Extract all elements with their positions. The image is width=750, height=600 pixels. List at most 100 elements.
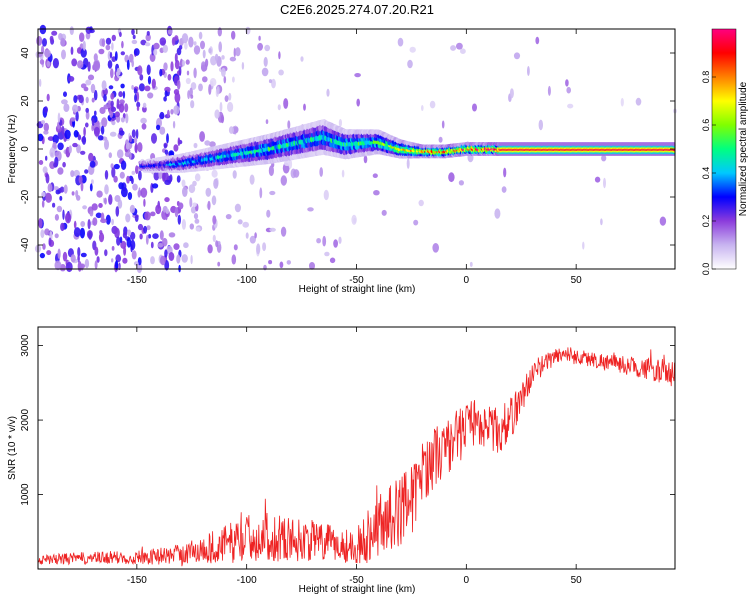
spectrogram-cell [150,211,156,217]
spectrogram-cell [266,209,271,218]
spectrogram-cell [137,223,144,231]
spectrogram-cell [60,222,65,232]
spectrogram-cell [62,251,68,262]
spectrogram-cell [134,142,138,154]
snr-x-label: Height of straight line (km) [299,584,416,595]
figure-title: C2E6.2025.274.07.20.R21 [280,2,434,17]
spectrogram-x-label: Height of straight line (km) [299,284,416,295]
spectrogram-cell [150,241,154,249]
spectrogram-cell [65,261,73,273]
spectrogram-cell [53,162,58,168]
spectrogram-cell [152,183,159,189]
spectrogram-cell [61,99,68,105]
spectrogram-cell [116,236,121,246]
spectrogram-cell [111,218,114,226]
spectrogram-cell [167,29,173,35]
spectrogram-cell [300,56,304,62]
spectrogram-cell [208,48,212,54]
spectrogram-cell [90,83,96,94]
spectrogram-cell [73,169,80,178]
spectrogram-cell [104,184,109,195]
spectrogram-cell [65,212,72,224]
spectrogram-cell [46,60,51,68]
spectrogram-cell [188,184,196,194]
spectrogram-cell [84,169,89,174]
spectrogram-cell [341,169,345,178]
spectrogram-cell [329,257,336,264]
spectrogram-cell [133,88,138,94]
spectrogram-cell [159,68,163,77]
spectrogram-cell [458,180,464,186]
spectrogram-cell [109,131,117,137]
spectrogram-cell [82,205,87,210]
spectrogram-cell [89,160,96,168]
spectrogram-cell [125,113,129,124]
spectrogram-cell [38,160,44,165]
spectrogram-cell [131,59,134,68]
spectrogram-cell [139,233,143,240]
spectrogram-cell [163,96,167,102]
spectrogram-cell [232,170,237,179]
spectrogram-cell [80,83,87,89]
spectrogram-cell [91,203,98,211]
spectrogram-cell [233,244,238,251]
spectrogram-cell [620,97,624,107]
spectrogram-cell [535,36,540,45]
spectrogram-cell [94,260,98,270]
spectrogram-cell [63,103,70,112]
spectrogram-cell [228,92,232,101]
spectrogram-cell [108,85,114,90]
spectrogram-cell [209,141,216,148]
spectrogram-cell [193,45,201,55]
spectrogram-cell [45,173,50,184]
spectrogram-cell [163,143,168,149]
spectrogram-cell [469,261,473,267]
spectrogram-cell [119,171,125,179]
spectrogram-cell [91,97,95,103]
spectrogram-cell [199,131,206,142]
spectrogram-cell [184,41,188,50]
spectrogram-cell [264,44,271,52]
spectrogram-cell [159,230,164,241]
spectrogram-cell [56,205,63,213]
spectrogram-cell [229,56,237,62]
spectrogram-cell [538,119,543,131]
spectrogram-cell [109,51,113,59]
x-tick-label: 50 [571,275,583,286]
spectrogram-y-label: Frequency (Hz) [7,115,18,184]
spectrogram-cell [527,66,530,76]
spectrogram-cell [165,208,170,214]
y-tick-label: 0 [20,146,31,152]
spectrogram-cell [42,38,47,47]
spectrogram-cell [42,166,48,174]
spectrogram-cell [104,249,108,257]
spectrogram-cell [69,26,74,35]
spectrogram-cell [70,46,74,55]
spectrogram-cell [601,155,607,162]
spectrogram-cell [450,45,457,51]
spectrogram-cell [43,122,49,132]
spectrogram-cell [174,53,178,63]
spectrogram-cell [94,246,99,256]
spectrogram-cell [96,190,103,198]
spectrogram-cell [280,175,287,186]
spectrogram-cell [126,175,130,184]
spectrogram-cell [201,64,208,72]
spectrogram-cell [111,246,115,251]
spectrogram-cell [95,212,102,219]
spectrogram-cell [119,31,122,37]
spectrogram-cell [413,219,419,226]
spectrogram-cell [173,105,180,115]
spectrogram-cell [143,225,148,234]
spectrogram-cell [205,58,209,68]
spectrogram-cell [142,102,147,109]
spectrogram-cell [146,225,151,231]
spectrogram-cell [409,46,416,53]
spectrogram-cell [263,56,268,67]
spectrogram-cell [125,213,131,223]
spectrogram-cell [132,34,136,40]
spectrogram-cell [265,119,269,124]
spectrogram-cell [144,85,151,92]
spectrogram-cell [356,98,361,107]
